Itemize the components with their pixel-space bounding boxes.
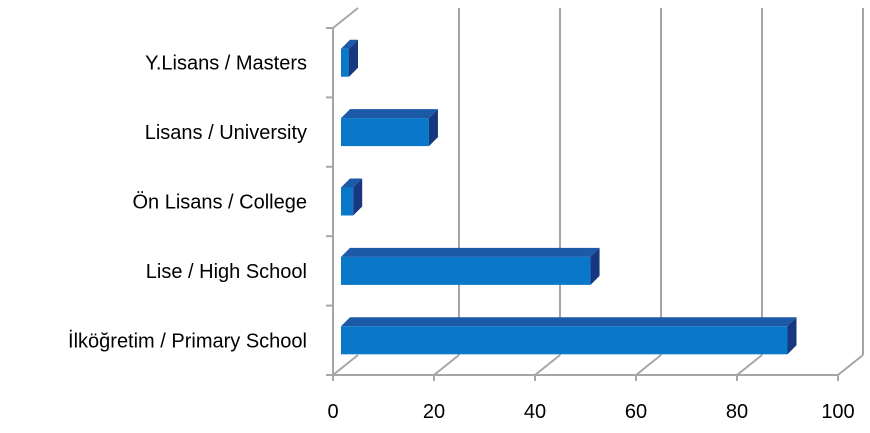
category-label: Y.Lisans / Masters <box>145 53 307 75</box>
floor-gridline <box>635 354 662 376</box>
x-tick-label: 100 <box>821 401 854 423</box>
label-layer: İlköğretim / Primary School Lise / High S… <box>68 53 855 423</box>
bar-top <box>341 109 438 119</box>
grid-layer <box>326 7 864 381</box>
floor-gridline <box>837 354 864 376</box>
bar-top <box>341 247 600 257</box>
bar <box>341 109 438 147</box>
x-tick-label: 60 <box>625 401 647 423</box>
x-tick-label: 40 <box>524 401 546 423</box>
bar-layer <box>341 39 797 355</box>
floor-gridline <box>736 354 763 376</box>
bar <box>341 247 600 285</box>
bar-side <box>590 247 600 285</box>
x-tick-label: 80 <box>726 401 748 423</box>
floor-gridline <box>534 354 561 376</box>
side-wall-top-edge <box>332 7 359 29</box>
bar-front <box>341 118 429 147</box>
x-tick-label: 20 <box>423 401 445 423</box>
category-label: Lise / High School <box>146 261 307 283</box>
bar-top <box>341 317 797 327</box>
category-label: Ön Lisans / College <box>132 192 307 214</box>
bar <box>341 317 797 355</box>
floor-gridline <box>433 354 460 376</box>
bar-side <box>349 39 358 77</box>
bar-front <box>341 187 354 216</box>
bar-side <box>428 109 438 147</box>
bar-top <box>341 178 363 188</box>
bar-front <box>341 326 788 355</box>
bar-top <box>341 39 358 49</box>
floor-gridline <box>332 354 359 376</box>
category-label: Lisans / University <box>145 122 307 144</box>
bar <box>341 39 358 77</box>
bar-side <box>353 178 363 216</box>
bar-front <box>341 256 591 285</box>
category-label: İlköğretim / Primary School <box>68 329 307 352</box>
bar <box>341 178 363 216</box>
bar-front <box>341 48 349 77</box>
bar-side <box>787 317 797 355</box>
x-tick-label: 0 <box>327 401 338 423</box>
